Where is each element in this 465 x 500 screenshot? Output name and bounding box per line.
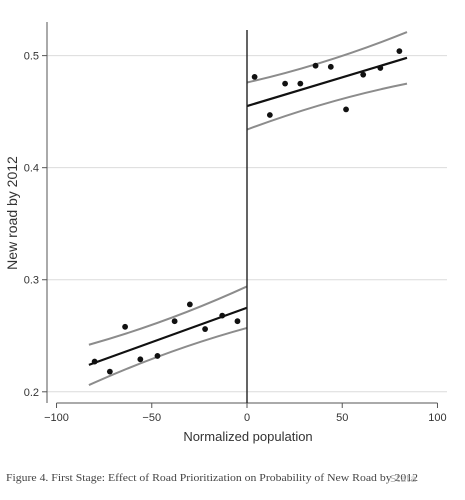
- y-axis-label: New road by 2012: [4, 156, 20, 270]
- data-point-11: [266, 112, 273, 118]
- y-tick-label-3: 0.5: [24, 51, 39, 63]
- data-point-12: [282, 80, 288, 87]
- watermark: Stata: [390, 474, 416, 485]
- y-tick-label-1: 0.3: [24, 275, 39, 287]
- data-point-18: [377, 65, 384, 71]
- y-tick-label-0: 0.2: [24, 387, 39, 399]
- data-point-13: [297, 80, 304, 87]
- ci-lower-right: [246, 82, 408, 131]
- x-tick-label-1: −50: [142, 412, 161, 424]
- data-point-17: [360, 71, 367, 78]
- x-tick-label-4: 100: [428, 412, 446, 424]
- ci-lower-left: [88, 326, 248, 386]
- x-axis-label: Normalized population: [183, 429, 312, 444]
- data-point-15: [327, 63, 334, 70]
- data-point-2: [122, 323, 128, 330]
- data-point-0: [91, 358, 98, 365]
- data-point-4: [154, 353, 161, 359]
- data-point-5: [171, 318, 178, 325]
- data-point-16: [343, 106, 349, 113]
- figure-caption: Figure 4. First Stage: Effect of Road Pr…: [6, 473, 418, 484]
- data-point-10: [251, 74, 258, 80]
- x-tick-label-2: 0: [244, 412, 250, 424]
- data-point-1: [106, 368, 113, 375]
- data-point-8: [219, 312, 226, 319]
- data-point-6: [186, 301, 193, 308]
- ci-upper-right: [246, 31, 408, 84]
- data-point-9: [234, 318, 241, 325]
- data-point-14: [312, 62, 319, 69]
- x-tick-label-3: 50: [336, 412, 348, 424]
- y-tick-label-2: 0.4: [24, 163, 39, 175]
- data-point-3: [137, 356, 144, 363]
- x-tick-label-0: −100: [44, 412, 69, 424]
- ci-upper-left: [88, 285, 248, 346]
- data-point-7: [202, 326, 208, 332]
- plot-area: 0.2 0.3 0.4 0.5 −100 −50 0 50 100: [24, 22, 447, 424]
- data-point-19: [396, 48, 403, 55]
